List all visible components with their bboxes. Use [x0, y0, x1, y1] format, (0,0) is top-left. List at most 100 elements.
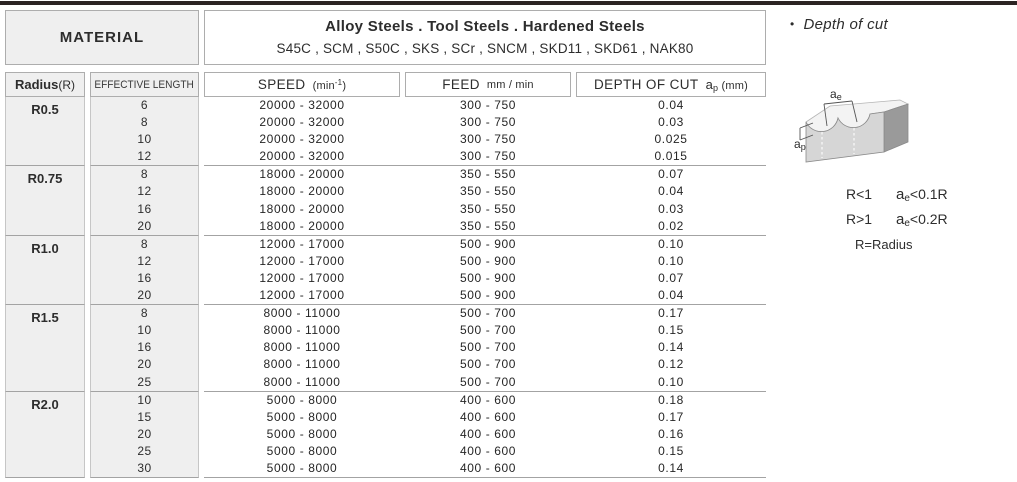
table-row: 12000 - 17000 500 - 900 0.10 — [204, 236, 766, 253]
length-value: 12 — [137, 149, 152, 164]
length-value: 20 — [137, 426, 152, 441]
length-value: 8 — [140, 306, 149, 321]
feed-value: 500 - 700 — [459, 306, 517, 321]
depth-of-cut-diagram: ae ap — [794, 88, 910, 163]
radius-definition: R=Radius — [855, 237, 913, 252]
depth-value: 0.12 — [658, 357, 684, 372]
table-row: 18000 - 20000 350 - 550 0.04 — [204, 183, 766, 200]
length-value: 10 — [137, 132, 152, 147]
table-row: 20000 - 32000 300 - 750 0.025 — [204, 131, 766, 148]
column-header-row: Radius (R) EFFECTIVE LENGTH SPEED (min-1)… — [5, 72, 767, 97]
ae-measure-line — [823, 100, 853, 105]
depth-value: 0.07 — [658, 270, 684, 285]
depth-value: 0.10 — [658, 253, 684, 268]
speed-value: 8000 - 11000 — [263, 306, 341, 321]
depth-value: 0.04 — [658, 184, 684, 199]
group-data: 18000 - 20000 350 - 550 0.07 18000 - 20000 3… — [204, 165, 766, 234]
length-value: 10 — [137, 392, 152, 407]
bullet-icon: • — [790, 17, 795, 31]
depth-value: 0.17 — [658, 409, 684, 424]
ae-extension-line — [823, 103, 828, 127]
speed-column-header: SPEED (min-1) — [204, 72, 400, 97]
table-row: 8000 - 11000 500 - 700 0.14 — [204, 339, 766, 356]
effective-length-header-label: EFFECTIVE LENGTH — [94, 78, 195, 91]
effective-length-values: 10 15 20 25 30 — [90, 390, 199, 479]
table-row: 12000 - 17000 500 - 900 0.07 — [204, 270, 766, 287]
depth-column-header: DEPTH OF CUT ap (mm) — [576, 72, 766, 97]
feed-value: 500 - 700 — [459, 323, 517, 338]
table-row: 5000 - 8000 400 - 600 0.16 — [204, 426, 766, 443]
material-label: MATERIAL — [59, 29, 145, 46]
ap-label: ap — [794, 137, 806, 152]
table-row: 8000 - 11000 500 - 700 0.15 — [204, 322, 766, 339]
ae-extension-line — [851, 100, 858, 123]
feed-value: 350 - 550 — [459, 184, 517, 199]
length-value: 15 — [137, 409, 152, 424]
table-row: 20000 - 32000 300 - 750 0.03 — [204, 114, 766, 131]
radius-header-label: Radius — [14, 77, 59, 92]
speed-value: 5000 - 8000 — [266, 460, 338, 475]
feed-value: 300 - 750 — [459, 115, 517, 130]
table-row: 18000 - 20000 350 - 550 0.03 — [204, 201, 766, 218]
speed-value: 18000 - 20000 — [259, 184, 345, 199]
speed-value: 18000 - 20000 — [259, 167, 345, 182]
depth-value: 0.04 — [658, 98, 684, 112]
material-header-cell: MATERIAL — [5, 10, 199, 65]
ap-tick-line — [799, 134, 814, 141]
length-value: 8 — [140, 236, 149, 251]
radius-header-suffix: (R) — [58, 77, 75, 92]
note-r-greater-1: R>1 ae<0.2R — [846, 211, 948, 236]
table-row: 5000 - 8000 400 - 600 0.14 — [204, 460, 766, 477]
feed-value: 500 - 900 — [459, 253, 517, 268]
material-header-row: MATERIAL Alloy Steels . Tool Steels . Ha… — [5, 10, 767, 65]
table-row: 18000 - 20000 350 - 550 0.02 — [204, 218, 766, 235]
ap-tick-line — [799, 122, 814, 129]
table-row: 8000 - 11000 500 - 700 0.17 — [204, 305, 766, 322]
length-value: 16 — [137, 340, 152, 355]
length-value: 25 — [137, 443, 152, 458]
feed-value: 500 - 700 — [459, 357, 517, 372]
feed-value: 300 - 750 — [459, 132, 517, 147]
depth-value: 0.015 — [654, 149, 688, 164]
depth-value: 0.14 — [658, 340, 684, 355]
speed-value: 5000 - 8000 — [266, 409, 338, 424]
feed-unit: mm / min — [486, 78, 534, 91]
table-row: 12000 - 17000 500 - 900 0.10 — [204, 253, 766, 270]
feed-column-header: FEED mm / min — [405, 72, 571, 97]
depth-value: 0.15 — [658, 443, 684, 458]
length-value: 8 — [140, 167, 149, 182]
radius-group: R1.0 8 12 16 20 12000 - 17000 500 - 900 0.10 120… — [5, 234, 767, 305]
speed-value: 18000 - 20000 — [259, 218, 345, 233]
speed-value: 20000 - 32000 — [259, 98, 345, 112]
rule-text: ae<0.1R — [896, 186, 948, 204]
feed-value: 500 - 700 — [459, 340, 517, 355]
depth-value: 0.10 — [658, 374, 684, 389]
depth-value: 0.03 — [658, 201, 684, 216]
speed-value: 20000 - 32000 — [259, 149, 345, 164]
length-value: 16 — [137, 270, 152, 285]
diagram-notes: R<1 ae<0.1R R>1 ae<0.2R R=Radius — [846, 186, 948, 252]
table-row: 5000 - 8000 400 - 600 0.17 — [204, 409, 766, 426]
speed-value: 5000 - 8000 — [266, 392, 338, 407]
speed-value: 8000 - 11000 — [263, 374, 341, 389]
feed-header-label: FEED — [442, 77, 480, 92]
top-rule — [0, 1, 1017, 5]
group-data: 5000 - 8000 400 - 600 0.18 5000 - 8000 400 -… — [204, 390, 766, 479]
length-value: 6 — [140, 98, 149, 112]
depth-value: 0.03 — [658, 115, 684, 130]
depth-value: 0.025 — [654, 132, 688, 147]
radius-group: R0.5 6 8 10 12 20000 - 32000 300 - 750 0.04 2000… — [5, 97, 767, 166]
speed-value: 18000 - 20000 — [259, 201, 345, 216]
depth-value: 0.18 — [658, 392, 684, 407]
feed-value: 350 - 550 — [459, 218, 517, 233]
effective-length-column-header: EFFECTIVE LENGTH — [90, 72, 199, 97]
block-front-face — [805, 111, 885, 163]
depth-value: 0.15 — [658, 323, 684, 338]
depth-value: 0.10 — [658, 236, 684, 251]
effective-length-values: 8 10 16 20 25 — [90, 304, 199, 391]
radius-group: R1.5 8 10 16 20 25 8000 - 11000 500 - 700 0.17 80… — [5, 304, 767, 391]
steel-grades-list: S45C , SCM , S50C , SKS , SCr , SNCM , S… — [276, 40, 694, 56]
length-value: 8 — [140, 115, 149, 130]
depth-value: 0.17 — [658, 306, 684, 321]
speed-value: 20000 - 32000 — [259, 132, 345, 147]
